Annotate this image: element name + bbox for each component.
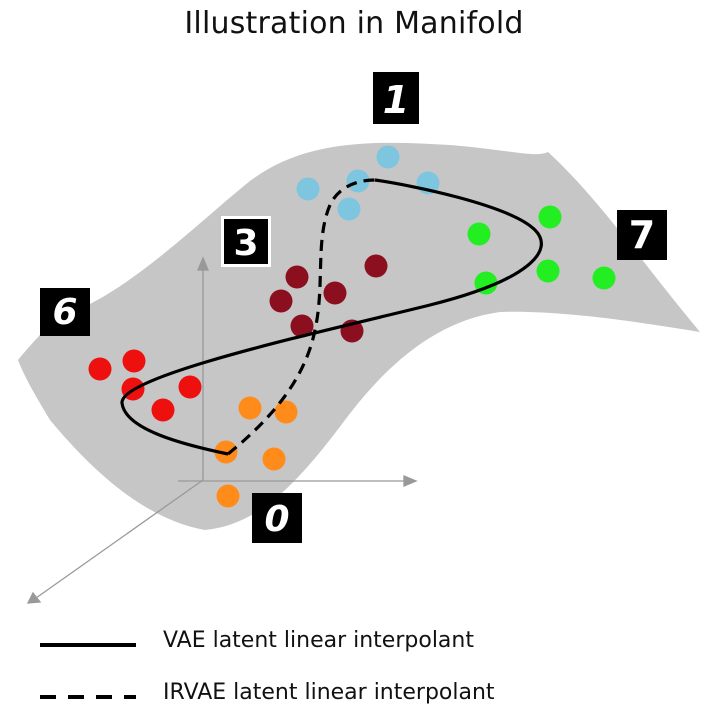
digit-glyph-1: 1	[383, 78, 409, 122]
point-digit-1-3	[346, 169, 370, 193]
point-digit-0-4	[262, 447, 286, 471]
legend-label-irvae: IRVAE latent linear interpolant	[163, 680, 495, 705]
vae-interpolant-curve	[120, 178, 543, 456]
y-axis	[35, 479, 204, 599]
digit-thumbnail-0: 0	[252, 493, 302, 543]
point-digit-0-5	[216, 484, 240, 508]
legend-item-irvae: IRVAE latent linear interpolant	[38, 676, 638, 716]
point-digit-7-2	[467, 222, 491, 246]
digit-glyph-7: 7	[629, 213, 655, 257]
coordinate-axes	[26, 256, 418, 604]
x-axis-arrow	[403, 475, 418, 487]
point-digit-0-1	[238, 396, 262, 420]
legend-item-vae: VAE latent linear interpolant	[38, 624, 638, 664]
point-digit-3-5	[290, 314, 314, 338]
y-axis-arrow	[26, 591, 42, 604]
point-digit-3-4	[269, 289, 293, 313]
digit-thumbnail-1: 1	[373, 72, 419, 124]
digit-glyph-0: 0	[264, 499, 289, 540]
legend-solid-line	[40, 643, 136, 647]
digit-glyph-3: 3	[233, 223, 258, 264]
point-digit-6-2	[122, 349, 146, 373]
point-digit-6-5	[151, 398, 175, 422]
legend-label-vae: VAE latent linear interpolant	[163, 628, 474, 653]
point-digit-3-2	[285, 265, 309, 289]
point-digit-0-2	[274, 400, 298, 424]
figure-title: Illustration in Manifold	[184, 6, 524, 41]
point-digit-7-3	[536, 259, 560, 283]
digit-thumbnail-6: 6	[40, 288, 90, 336]
point-digit-3-3	[323, 281, 347, 305]
point-digit-7-5	[592, 266, 616, 290]
point-digit-3-1	[364, 254, 388, 278]
z-axis-arrow	[197, 256, 209, 271]
point-digit-6-1	[88, 357, 112, 381]
point-digit-1-1	[376, 145, 400, 169]
point-digit-1-2	[296, 177, 320, 201]
legend-dashed-line	[40, 695, 136, 699]
digit-thumbnail-7: 7	[617, 210, 667, 260]
point-digit-6-4	[178, 375, 202, 399]
point-digit-7-1	[538, 205, 562, 229]
irvae-interpolant-curve	[226, 178, 376, 456]
point-digit-1-5	[337, 197, 361, 221]
manifold-diagram: 1 3 7 6 0	[18, 72, 700, 604]
digit-thumbnail-3: 3	[221, 216, 271, 267]
digit-glyph-6: 6	[52, 292, 77, 333]
